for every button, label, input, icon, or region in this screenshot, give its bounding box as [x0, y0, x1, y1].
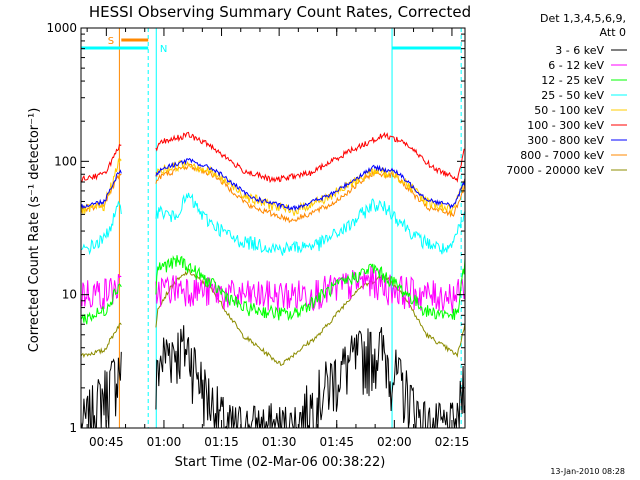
- x-tick-label-5: 02:00: [377, 435, 412, 449]
- x-tick-label-0: 00:45: [89, 435, 124, 449]
- y-axis-label: Corrected Count Rate (s⁻¹ detector⁻¹): [27, 108, 42, 353]
- axis-ticks: 1 10 100 1000 00:45 01:00 01:15 01:30 01:45 02:00…: [46, 21, 469, 449]
- series-line-2: [80, 255, 466, 325]
- event-markers: SN: [81, 28, 462, 428]
- legend-header-1: Att 0: [600, 26, 626, 39]
- annotation-n: N: [160, 44, 167, 55]
- chart-title: HESSI Observing Summary Count Rates, Cor…: [89, 3, 471, 21]
- x-tick-label-3: 01:30: [262, 435, 297, 449]
- legend-label-3: 25 - 50 keV: [541, 89, 604, 102]
- series-line-7: [80, 163, 466, 224]
- legend-label-2: 12 - 25 keV: [541, 74, 604, 87]
- x-axis-label: Start Time (02-Mar-06 00:38:22): [175, 455, 386, 470]
- legend-label-4: 50 - 100 keV: [534, 104, 604, 117]
- legend-label-6: 300 - 800 keV: [527, 134, 604, 147]
- legend: Det 1,3,4,5,6,9,Att 0 3 - 6 keV 6 - 12 keV…: [506, 12, 627, 177]
- series-layer: [80, 131, 466, 430]
- series-line-5: [80, 131, 466, 184]
- footer-date: 13-Jan-2010 08:28: [550, 467, 625, 476]
- y-tick-label-1: 10: [62, 288, 77, 302]
- series-line-6: [80, 157, 466, 212]
- y-tick-label-3: 1000: [46, 21, 77, 35]
- series-line-1: [80, 265, 466, 314]
- x-tick-label-1: 01:00: [147, 435, 182, 449]
- series-line-4: [80, 157, 466, 216]
- annotation-s: S: [108, 36, 114, 47]
- legend-label-8: 7000 - 20000 keV: [506, 164, 604, 177]
- legend-label-5: 100 - 300 keV: [527, 119, 604, 132]
- y-tick-label-2: 100: [54, 154, 77, 168]
- plot-frame: [80, 27, 466, 429]
- y-tick-label-0: 1: [69, 421, 77, 435]
- x-tick-label-4: 01:45: [319, 435, 354, 449]
- x-tick-label-2: 01:15: [204, 435, 239, 449]
- series-line-3: [80, 192, 466, 256]
- legend-header-0: Det 1,3,4,5,6,9,: [540, 12, 626, 25]
- legend-label-1: 6 - 12 keV: [548, 59, 604, 72]
- series-line-0: [80, 325, 466, 430]
- x-tick-label-6: 02:15: [435, 435, 470, 449]
- legend-label-0: 3 - 6 keV: [555, 44, 604, 57]
- legend-label-7: 800 - 7000 keV: [520, 149, 604, 162]
